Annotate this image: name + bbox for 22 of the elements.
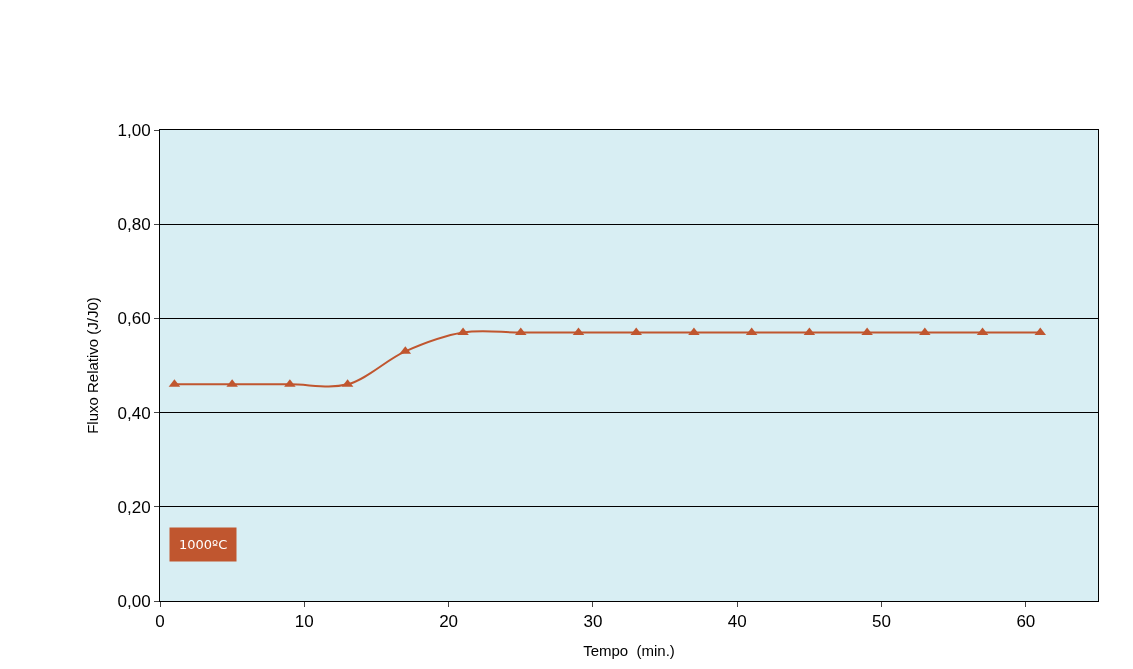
point	[457, 327, 469, 336]
x-axis-title: Tempo (min.)	[583, 642, 675, 660]
y-tick-label: 1,00	[117, 120, 151, 140]
x-tick-label: 10	[294, 612, 314, 632]
x-tick-label: 0	[155, 612, 165, 632]
annotation: 1000ºC	[179, 537, 228, 552]
y-tick-label: 0,60	[117, 309, 151, 329]
point	[630, 327, 642, 336]
x-tick-label: 50	[872, 612, 891, 632]
y-tick-label: 0,40	[117, 403, 151, 423]
point	[861, 327, 873, 336]
x-tick-label: 20	[439, 612, 459, 632]
x-tick-label: 30	[583, 612, 603, 632]
point	[688, 327, 700, 336]
y-tick-label: 0,20	[117, 497, 151, 517]
y-axis-title: Fluxo Relativo (J/J0)	[83, 297, 101, 434]
point	[919, 327, 931, 336]
x-tick-label: 40	[727, 612, 747, 632]
x-tick-label: 60	[1016, 612, 1036, 632]
point	[515, 327, 527, 336]
y-tick-label: 0,00	[117, 591, 151, 611]
y-tick-label: 0,80	[117, 215, 151, 235]
